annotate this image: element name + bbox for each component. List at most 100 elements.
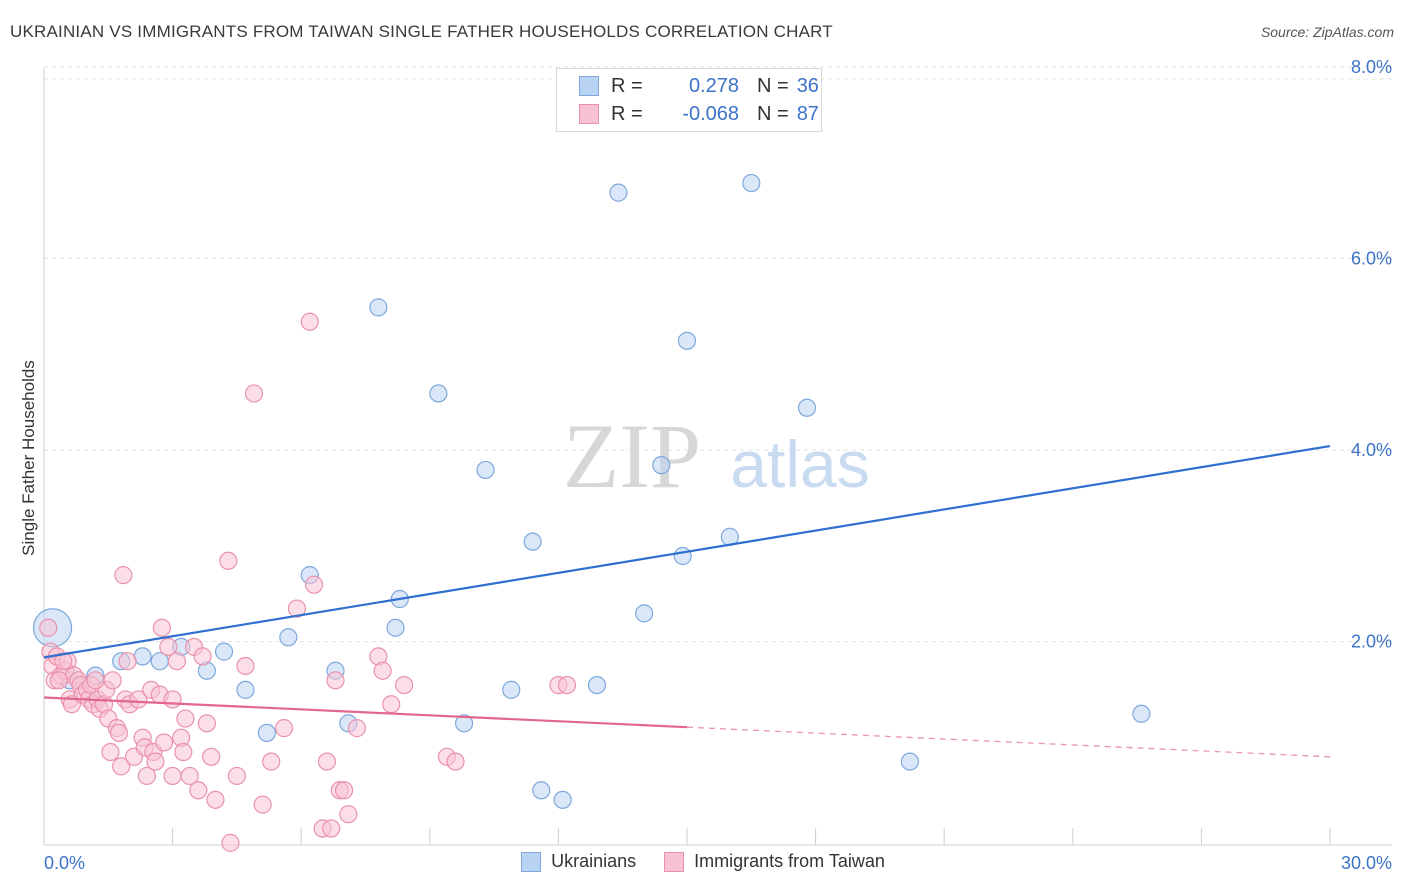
ukrainians-point [236,680,255,699]
ukrainians-point [386,618,405,637]
taiwan-point [109,723,129,743]
taiwan-legend-swatch [664,851,685,872]
n-value: 36 [796,74,819,97]
ukrainians-point [553,790,572,809]
n-label: N = [757,102,789,125]
taiwan-point [221,833,240,852]
ukrainians-point [476,460,495,480]
taiwan-point [154,733,174,752]
taiwan-point [54,652,73,671]
taiwan-point [193,647,212,666]
taiwan-point [159,637,178,656]
taiwan-point [163,690,182,709]
ukrainians-swatch [579,76,599,96]
taiwan-point [347,719,367,738]
ukrainians-point [454,714,474,733]
ukrainians-point [677,331,697,350]
ukrainians-legend-label: Ukrainians [551,851,637,871]
legend-item-taiwan[interactable]: Immigrants from Taiwan [664,851,885,872]
ukrainians-point [635,604,654,623]
taiwan-point [112,757,131,776]
legend-item-ukrainians[interactable]: Ukrainians [521,851,636,872]
ukrainians-point [900,752,920,771]
y-tick-label: 4.0% [1351,440,1392,460]
taiwan-point [227,766,246,786]
trend-line-taiwan [43,696,688,729]
taiwan-point [152,618,171,637]
taiwan-point [137,766,156,786]
r-value: 0.278 [688,74,739,97]
taiwan-point [101,742,120,762]
grid-layer [44,66,1392,642]
taiwan-point [189,781,208,800]
taiwan-point [394,675,414,695]
watermark-atlas: atlas [730,427,869,501]
ukrainians-point [279,628,298,647]
taiwan-point [287,599,307,618]
taiwan-point [176,709,195,728]
taiwan-point [244,384,264,403]
ukrainians-point [797,398,817,417]
y-tick-label: 6.0% [1351,249,1392,269]
taiwan-point [304,575,324,594]
ukrainians-point [609,183,628,202]
ukrainians-point [742,173,761,193]
series-legend: Ukrainians Immigrants from Taiwan [0,851,1406,872]
taiwan-point [167,652,186,671]
taiwan-point [114,566,133,585]
taiwan-point [322,819,341,838]
trend-layer [43,444,1331,758]
taiwan-point [326,671,345,690]
y-axis-label: Single Father Households [19,360,38,556]
taiwan-point [219,551,238,570]
ukrainians-point [369,298,388,317]
taiwan-point [86,671,105,690]
ukrainians-point [429,384,448,403]
ukrainians-point [133,647,152,666]
taiwan-point [180,766,199,786]
taiwan-point [317,752,337,771]
watermark-zip: ZIP [563,405,701,507]
taiwan-point [339,805,358,824]
taiwan-point [236,656,255,676]
taiwan-point [129,690,148,709]
trend-line-ukrainians [43,444,1331,659]
taiwan-point [146,752,165,771]
ukrainians-point [1132,704,1151,723]
n-label: N = [757,74,789,97]
trend-line-taiwan-extrapolated [686,726,1331,758]
watermark: ZIP atlas [563,405,870,507]
taiwan-swatch [579,104,599,124]
taiwan-point [262,752,281,771]
taiwan-point [103,671,122,690]
taiwan-point [253,795,272,814]
ukrainians-point [652,456,671,475]
taiwan-point [174,742,193,762]
axis-layer [43,68,1392,846]
taiwan-point [118,652,137,671]
taiwan-point [274,719,294,738]
ukrainians-legend-swatch [521,851,542,872]
r-label: R = [611,74,643,97]
taiwan-point [39,618,58,637]
taiwan-point [557,675,577,695]
legend-row-taiwan: R = -0.068 N = 87 [579,100,819,128]
ukrainians-point [502,680,521,699]
taiwan-point [197,714,216,733]
legend-row-ukrainians: R = 0.278 N = 36 [579,72,819,100]
taiwan-point [300,312,319,331]
points-layer [32,173,1151,852]
ukrainians-point [673,546,692,566]
x-tick-label-min: 0.0% [44,853,85,873]
ukrainians-point [587,675,607,695]
r-label: R = [611,102,643,125]
stats-legend: R = 0.278 N = 36 R = -0.068 N = 87 [556,68,822,132]
taiwan-point [49,671,69,690]
r-value: -0.068 [682,102,739,125]
ukrainians-point [523,532,542,551]
ukrainians-point [532,781,551,800]
n-value: 87 [796,102,819,125]
taiwan-point [334,781,354,800]
taiwan-point [382,695,401,714]
